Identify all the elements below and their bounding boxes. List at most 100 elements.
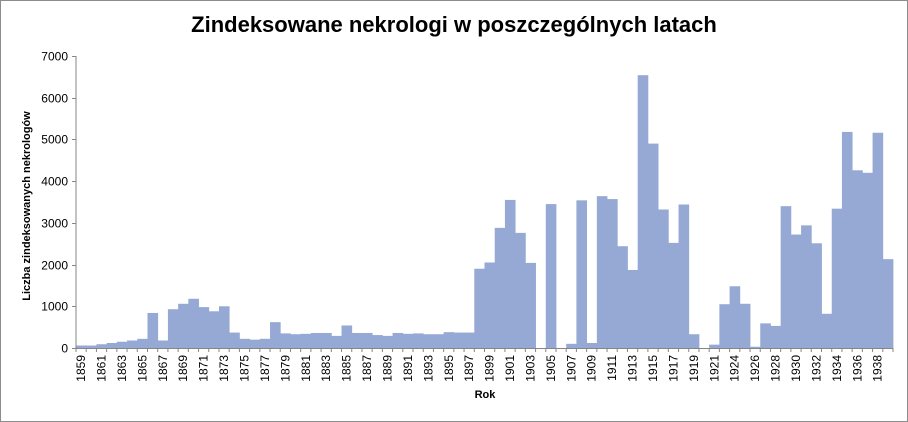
bar-1909 [586, 342, 598, 348]
bar-1861 [96, 344, 108, 348]
x-tick-label: 1932 [809, 355, 823, 382]
y-tick-label: 0 [61, 342, 68, 356]
bar-1915 [647, 143, 659, 348]
x-tick-label: 1881 [299, 355, 313, 382]
x-tick-label: 1899 [483, 355, 497, 382]
x-tick-label: 1903 [523, 355, 537, 382]
bar-1939 [882, 259, 894, 348]
bar-1935 [841, 131, 853, 348]
bar-1889 [382, 335, 393, 348]
y-tick-label: 4000 [41, 175, 68, 189]
bar-1888 [372, 335, 383, 348]
bar-1879 [280, 333, 291, 348]
bar-1912 [617, 246, 628, 348]
bar-1863 [116, 341, 128, 348]
bar-1887 [361, 332, 373, 348]
bar-1883 [321, 332, 332, 348]
bar-1936 [852, 170, 863, 348]
x-tick-label: 1895 [442, 355, 456, 382]
x-tick-label: 1907 [564, 355, 578, 382]
bar-1859 [76, 345, 87, 348]
bar-1922 [719, 304, 730, 348]
x-tick-label: 1909 [585, 355, 599, 382]
bar-1864 [127, 340, 138, 348]
bar-1878 [270, 322, 281, 348]
x-tick-label: 1865 [135, 355, 149, 382]
x-axis-label: Rok [474, 389, 496, 401]
bar-1862 [106, 342, 118, 348]
bar-1890 [392, 332, 404, 348]
y-tick-label: 7000 [41, 50, 68, 64]
x-tick-label: 1871 [197, 355, 211, 382]
bar-1918 [678, 204, 690, 348]
bar-1929 [780, 206, 792, 348]
bar-1868 [167, 309, 179, 348]
bar-1916 [658, 209, 669, 348]
x-tick-label: 1887 [360, 355, 374, 382]
bar-1869 [178, 303, 189, 348]
bar-1866 [147, 312, 159, 348]
bar-1892 [413, 333, 424, 348]
bar-1926 [750, 346, 761, 348]
bar-1934 [831, 208, 843, 348]
y-tick-label: 5000 [41, 133, 68, 147]
chart-title: Zindeksowane nekrologi w poszczególnych … [191, 12, 717, 37]
x-tick-label: 1869 [176, 355, 190, 382]
bar-1886 [351, 332, 363, 348]
bar-1891 [402, 333, 414, 348]
bar-1903 [525, 262, 536, 348]
bar-1871 [198, 307, 210, 348]
bar-1931 [801, 225, 812, 348]
bar-1870 [188, 298, 199, 348]
bar-1911 [607, 199, 618, 348]
x-tick-label: 1924 [728, 355, 742, 382]
bar-1865 [137, 338, 148, 348]
x-tick-label: 1893 [421, 355, 435, 382]
bar-1919 [688, 334, 700, 348]
bar-1921 [709, 344, 720, 348]
bar-1913 [627, 269, 639, 348]
bar-1873 [218, 306, 230, 348]
x-tick-label: 1934 [830, 355, 844, 382]
bar-1895 [443, 332, 455, 348]
bar-1930 [790, 234, 802, 348]
x-tick-label: 1875 [238, 355, 252, 382]
bar-1907 [566, 343, 577, 348]
bar-1860 [86, 345, 97, 348]
bar-1880 [290, 334, 302, 348]
bar-1914 [637, 75, 649, 348]
y-tick-label: 6000 [41, 92, 68, 106]
bar-1900 [494, 227, 506, 348]
bar-1905 [545, 204, 557, 348]
bar-1925 [739, 303, 751, 348]
x-tick-label: 1863 [115, 355, 129, 382]
x-tick-label: 1930 [789, 355, 803, 382]
bar-1884 [331, 335, 342, 348]
bar-1872 [208, 311, 220, 348]
x-tick-label: 1883 [319, 355, 333, 382]
bar-1901 [504, 199, 516, 348]
x-tick-label: 1938 [871, 355, 885, 382]
x-tick-label: 1901 [503, 355, 517, 382]
bar-1877 [259, 338, 271, 348]
bar-1917 [668, 242, 679, 348]
x-tick-label: 1936 [850, 355, 864, 382]
bar-1924 [729, 286, 741, 348]
bar-1882 [310, 332, 322, 348]
bar-1927 [760, 323, 771, 348]
bar-1937 [862, 172, 873, 348]
bar-1938 [872, 132, 884, 348]
bar-1898 [474, 268, 485, 348]
x-tick-label: 1913 [626, 355, 640, 382]
x-tick-label: 1911 [605, 355, 619, 381]
bar-1867 [157, 340, 169, 348]
bar-1876 [249, 339, 261, 348]
x-tick-label: 1926 [748, 355, 762, 382]
bar-1893 [423, 334, 434, 348]
x-tick-label: 1879 [278, 355, 292, 382]
x-tick-label: 1877 [258, 355, 272, 382]
bar-1910 [596, 196, 608, 348]
y-tick-label: 2000 [41, 259, 68, 273]
bar-1881 [300, 333, 312, 348]
